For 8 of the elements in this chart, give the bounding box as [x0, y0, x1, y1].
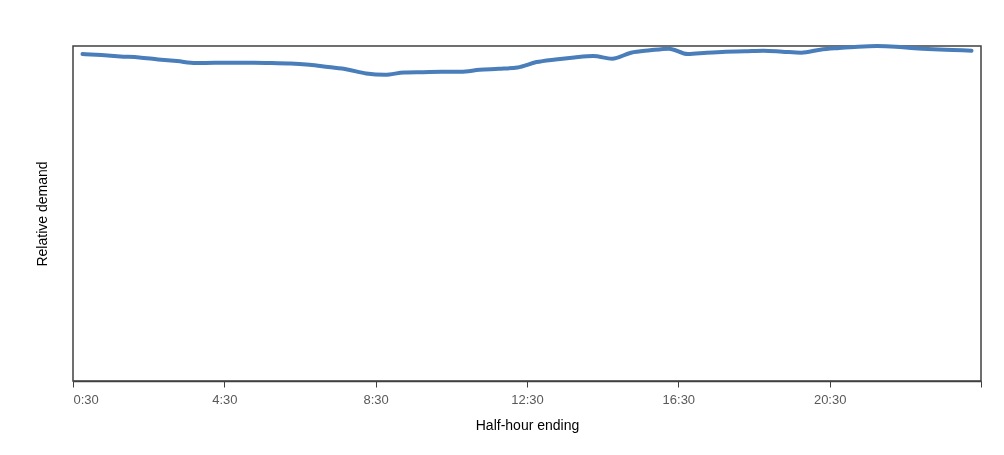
x-tick-label: 12:30 — [511, 391, 544, 407]
x-tick-label: 8:30 — [363, 391, 389, 407]
x-tick-label: 0:30 — [73, 391, 99, 407]
x-tick-label: 4:30 — [212, 391, 238, 407]
x-tick-label: 20:30 — [813, 391, 847, 407]
x-axis-title: Half-hour ending — [475, 416, 580, 433]
y-axis-title: Relative demand — [33, 161, 50, 267]
x-tick-label: 16:30 — [662, 391, 696, 407]
